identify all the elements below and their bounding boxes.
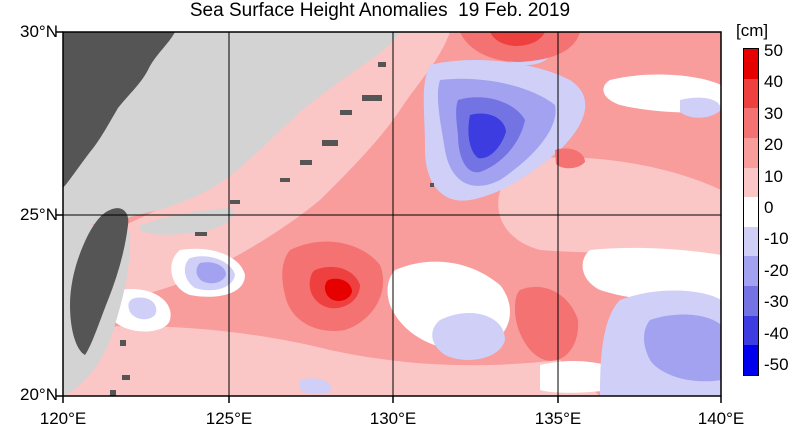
- colorbar-segment: [744, 167, 758, 198]
- colorbar-segment: [744, 256, 758, 287]
- anomaly-negative-zone: [432, 312, 505, 360]
- land-taiwan: [70, 208, 129, 355]
- latitude-label: 25°N: [20, 205, 58, 224]
- ryukyu-islands: [195, 62, 434, 236]
- colorbar-segment: [744, 226, 758, 257]
- latitude-label: 30°N: [20, 22, 58, 41]
- longitude-label: 120°E: [39, 409, 87, 428]
- map-title: Sea Surface Height Anomalies 19 Feb. 201…: [189, 0, 571, 21]
- map-frame: [62, 31, 722, 397]
- colorbar-unit-label: [cm]: [736, 21, 769, 40]
- colorbar-tick-label: 10: [764, 166, 783, 186]
- graticule: [63, 32, 721, 396]
- anomaly-negative-zone: [196, 262, 226, 284]
- anomaly-positive-zone: [460, 32, 580, 62]
- colorbar-tick-label: -50: [764, 355, 789, 374]
- colorbar-tick-label: 40: [764, 72, 783, 92]
- colorbar-tick-label: 50: [764, 41, 783, 60]
- anomaly-light-pink-zone: [63, 326, 600, 396]
- colorbar-segment: [744, 108, 758, 138]
- colorbar-segment: [744, 197, 758, 227]
- colorbar-segment: [744, 345, 758, 376]
- colorbar-segment: [744, 137, 758, 168]
- anomaly-negative-zone: [300, 378, 331, 395]
- colorbar-segment: [744, 286, 758, 316]
- colorbar-tick-label: -30: [764, 292, 789, 312]
- anomaly-positive-zone: [555, 148, 585, 169]
- missing-data-area: [63, 32, 400, 228]
- missing-data-area: [281, 32, 340, 85]
- land-mainland: [63, 32, 175, 188]
- anomaly-zero-zone: [582, 247, 721, 302]
- longitude-label: 130°E: [369, 409, 417, 428]
- colorbar-segment: [744, 315, 758, 346]
- colorbar: [743, 48, 759, 376]
- longitude-label: 140°E: [697, 409, 745, 428]
- anomaly-negative-zone: [644, 314, 721, 382]
- colorbar-tick-label: -10: [764, 229, 789, 249]
- anomaly-light-pink-zone: [63, 32, 450, 310]
- colorbar-segment: [744, 78, 758, 109]
- anomaly-positive-zone: [515, 286, 579, 361]
- colorbar-tick-label: 20: [764, 135, 783, 155]
- anomaly-negative-zone: [128, 297, 157, 320]
- anomaly-positive-zone: [490, 32, 545, 46]
- longitude-label: 125°E: [205, 409, 253, 428]
- philippine-islands: [110, 340, 130, 396]
- longitude-label: 135°E: [534, 409, 582, 428]
- anomaly-positive-zone: [324, 278, 352, 301]
- colorbar-tick-label: 30: [764, 103, 783, 123]
- anomaly-negative-zone: [680, 97, 721, 118]
- latitude-label: 20°N: [20, 385, 58, 404]
- anomaly-light-pink-zone: [498, 157, 721, 260]
- colorbar-tick-label: -40: [764, 323, 789, 343]
- colorbar-tick-label: 0: [764, 198, 774, 217]
- colorbar-segment: [744, 49, 758, 79]
- anomaly-negative-zone: [468, 113, 506, 159]
- colorbar-tick-label: -20: [764, 260, 789, 280]
- map-ticks: [56, 31, 722, 403]
